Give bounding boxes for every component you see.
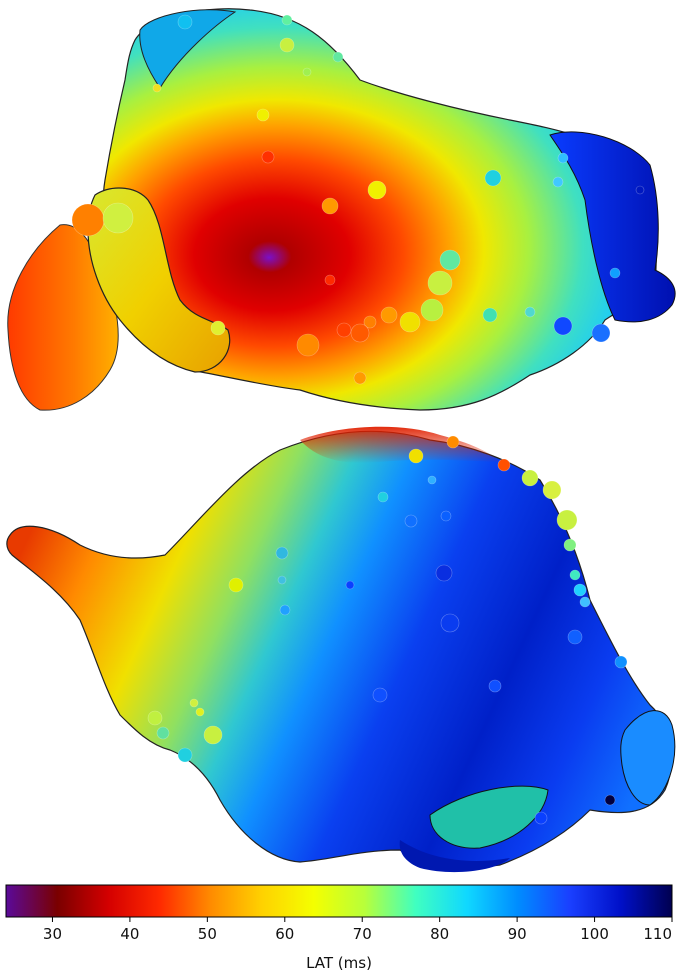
measurement-point [279,37,295,53]
measurement-point [296,333,320,357]
measurement-point [573,583,587,597]
measurement-point [281,14,293,26]
measurement-point [277,575,287,585]
measurement-point [563,538,577,552]
colorbar-tick-label: 50 [198,925,217,943]
measurement-point [377,491,389,503]
measurement-point [484,169,502,187]
measurement-point [380,306,398,324]
measurement-point [482,307,498,323]
measurement-point [353,371,367,385]
colorbar-tick-label: 90 [508,925,527,943]
measurement-point [156,726,170,740]
measurement-point [102,202,134,234]
measurement-point [604,794,616,806]
measurement-points [71,14,645,825]
measurement-point [189,698,199,708]
measurement-point [336,322,352,338]
measurement-point [350,323,370,343]
measurement-point [152,83,162,93]
measurement-point [177,14,193,30]
upper-appendage-fold [87,187,231,373]
measurement-point [367,180,387,200]
measurement-point [195,707,205,717]
measurement-point [553,316,573,336]
measurement-point [345,580,355,590]
measurement-point [147,710,163,726]
measurement-point [524,306,536,318]
lower-atrium-view [6,426,676,873]
measurement-point [399,311,421,333]
measurement-point [567,629,583,645]
measurement-point [363,315,377,329]
measurement-point [542,480,562,500]
measurement-point [609,267,621,279]
measurement-point [439,249,461,271]
colorbar-label: LAT (ms) [306,954,372,972]
measurement-point [177,747,193,763]
colorbar-tick-label: 60 [275,925,294,943]
measurement-point [420,298,444,322]
colorbar-tick-label: 70 [353,925,372,943]
measurement-point [256,108,270,122]
measurement-point [427,270,453,296]
measurement-point [203,725,223,745]
upper-atrium-view [7,8,676,411]
colorbar-tick-label: 80 [430,925,449,943]
upper-vein [549,131,676,323]
measurement-point [557,152,569,164]
measurement-point [228,577,244,593]
measurement-point [440,613,460,633]
lower-bottom-rim [399,840,510,873]
measurement-point [279,604,291,616]
measurement-point [372,687,388,703]
measurement-point [427,475,437,485]
measurement-point [614,655,628,669]
colorbar-tick-label: 30 [43,925,62,943]
measurement-point [556,509,578,531]
measurement-point [324,274,336,286]
lower-body [6,430,673,868]
measurement-point [321,197,339,215]
colorbar: 30 40 50 60 70 80 90 100 110 LAT (ms) [5,884,673,972]
colorbar-tick-label: 100 [580,925,609,943]
measurement-point [302,67,312,77]
measurement-point [261,150,275,164]
measurement-point [521,469,539,487]
lower-right-ostium [620,710,676,806]
measurement-point [579,596,591,608]
measurement-point [435,564,453,582]
measurement-point [488,679,502,693]
measurement-point [408,448,424,464]
measurement-point [569,569,581,581]
measurement-point [591,323,611,343]
measurement-point [332,51,344,63]
colorbar-ticks: 30 40 50 60 70 80 90 100 110 [43,917,673,943]
colorbar-tick-label: 110 [643,925,672,943]
measurement-point [404,514,418,528]
upper-ring [139,9,237,89]
measurement-point [446,435,460,449]
colorbar-gradient [5,884,673,918]
measurement-point [497,458,511,472]
measurement-point [275,546,289,560]
colorbar-tick-label: 40 [120,925,139,943]
measurement-point [635,185,645,195]
measurement-point [71,203,105,237]
measurement-point [210,320,226,336]
measurement-point [534,811,548,825]
measurement-point [552,176,564,188]
measurement-point [440,510,452,522]
lower-top-ridge [300,426,500,463]
